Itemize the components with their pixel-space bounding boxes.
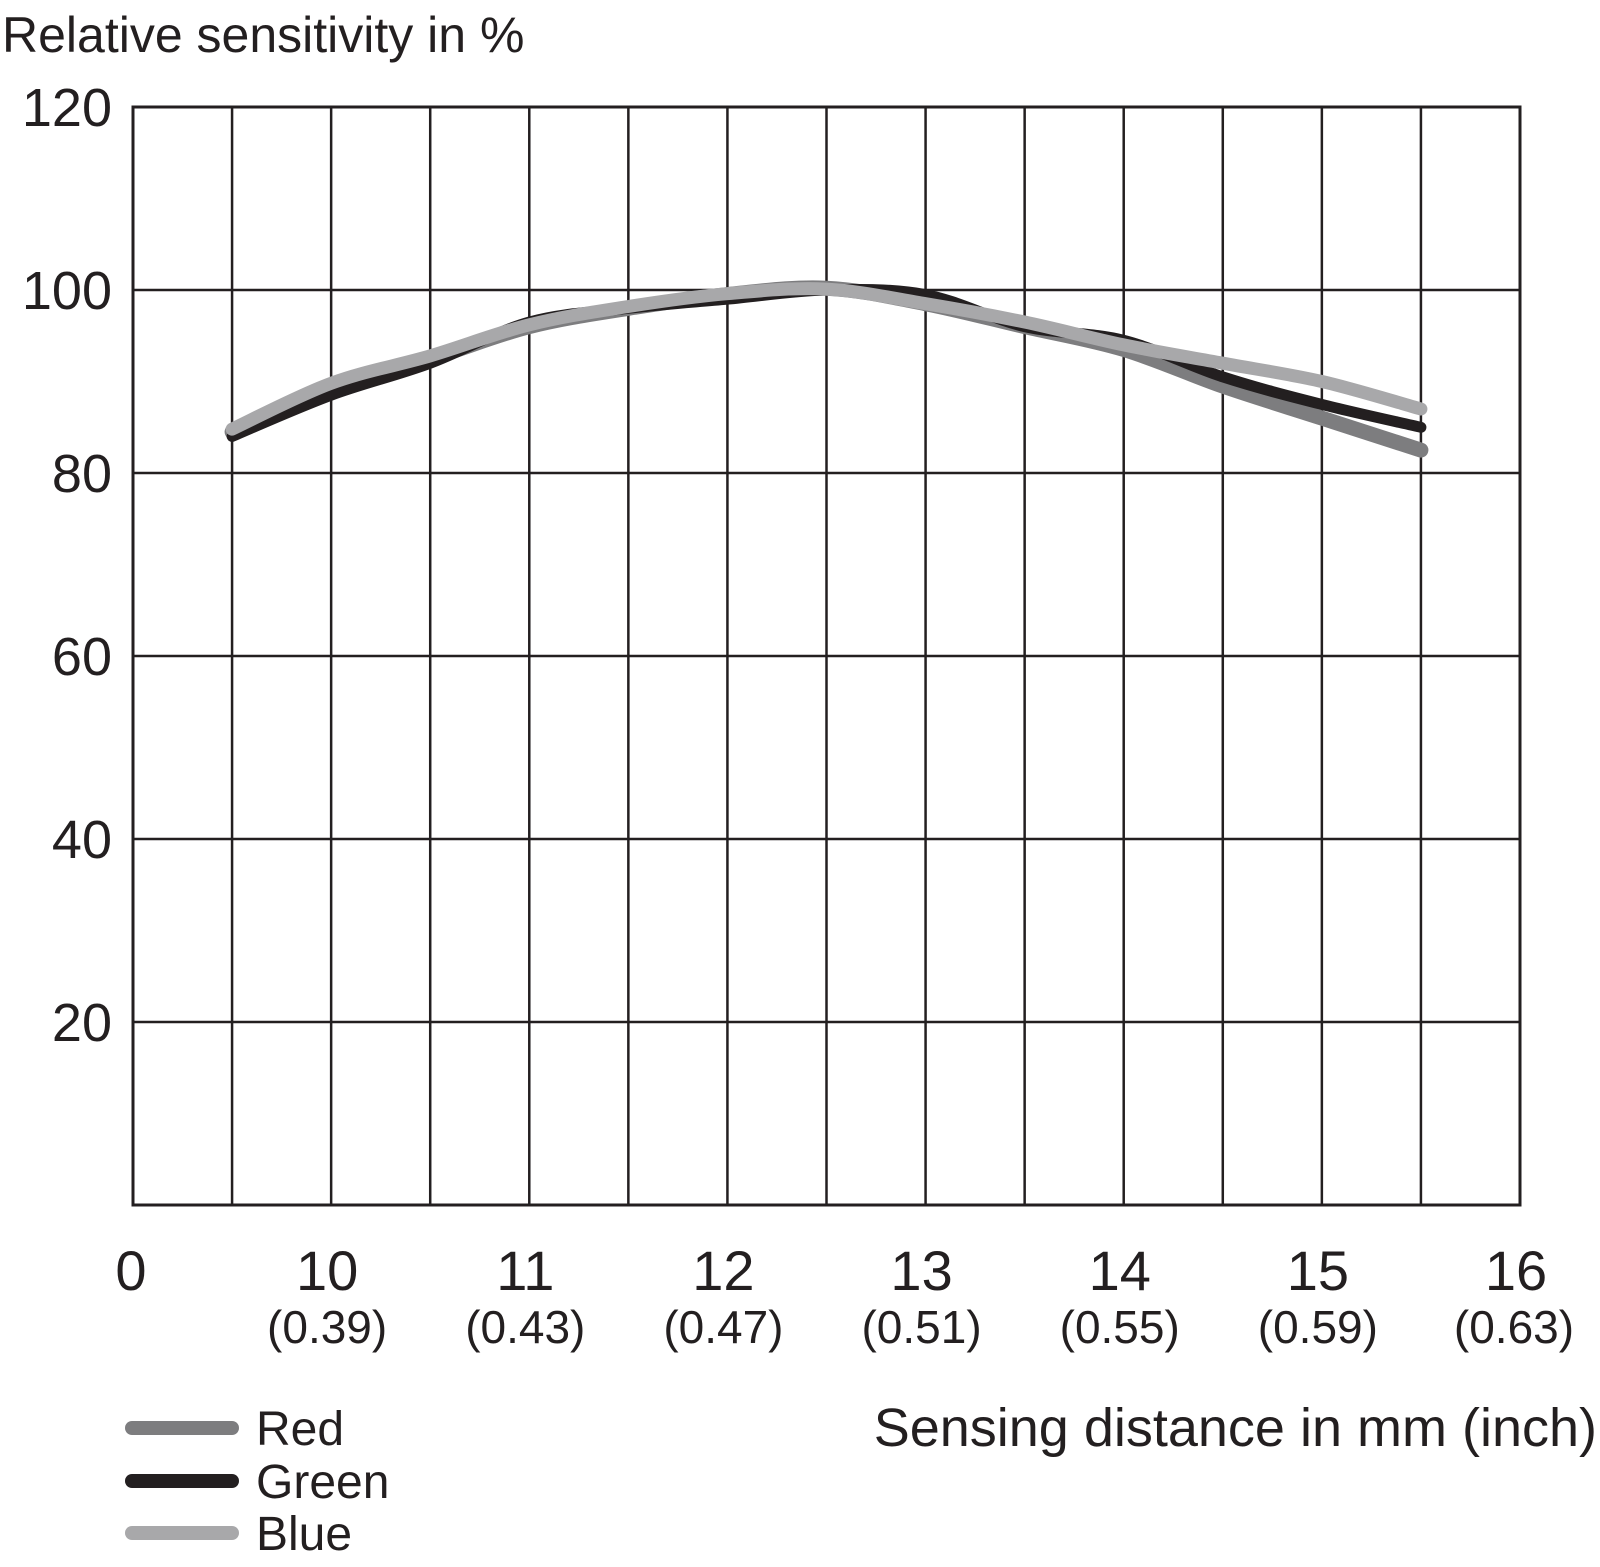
x-tick-label-16: 16 [1485,1239,1547,1302]
x-tick-sublabel-14: (0.55) [1060,1301,1180,1353]
x-tick-sublabel-12: (0.47) [663,1301,783,1353]
x-tick-label-11: 11 [496,1239,554,1302]
series-line-blue [225,282,1428,436]
y-axis-title: Relative sensitivity in % [2,7,524,63]
grid [133,107,1520,1205]
x-tick-labels: 0 10(0.39) 11(0.43) 12(0.47) 13(0.51) 14(0.55… [115,1239,1574,1353]
plot-frame [131,105,1522,1207]
x-tick-label-10: 10 [296,1239,358,1302]
x-tick-sublabel-16: (0.63) [1454,1301,1574,1353]
x-tick-label-0: 0 [115,1239,146,1302]
y-tick-label-60: 60 [52,627,112,687]
y-tick-label-100: 100 [22,261,112,321]
x-tick-sublabel-13: (0.51) [861,1301,981,1353]
y-tick-label-40: 40 [52,810,112,870]
y-tick-label-120: 120 [22,78,112,138]
legend-label-blue: Blue [256,1508,352,1561]
x-tick-label-13: 13 [890,1239,952,1302]
y-tick-labels: 20 40 60 80 100 120 [22,78,112,1053]
x-tick-label-15: 15 [1287,1239,1349,1302]
legend-label-green: Green [256,1456,389,1509]
x-tick-label-12: 12 [692,1239,754,1302]
legend-label-red: Red [256,1403,344,1456]
y-tick-label-20: 20 [52,993,112,1053]
x-tick-sublabel-11: (0.43) [465,1301,585,1353]
x-axis-title: Sensing distance in mm (inch) [874,1398,1597,1458]
x-tick-sublabel-10: (0.39) [267,1301,387,1353]
x-tick-sublabel-15: (0.59) [1258,1301,1378,1353]
y-tick-label-80: 80 [52,444,112,504]
x-tick-label-14: 14 [1089,1239,1151,1302]
series-lines [224,280,1429,458]
